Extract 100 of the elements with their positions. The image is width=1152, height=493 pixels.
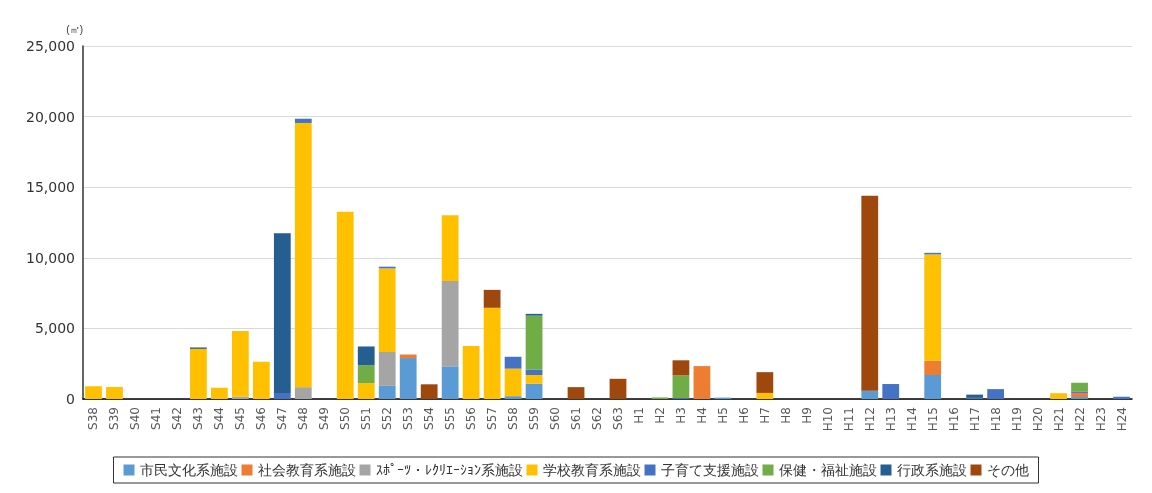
legend-label: その他 xyxy=(986,462,1029,478)
x-tick-label: S46 xyxy=(254,407,269,430)
bar xyxy=(504,356,522,369)
bar xyxy=(609,378,627,399)
bar xyxy=(756,392,774,399)
x-tick-label: H1 xyxy=(631,407,646,424)
bar xyxy=(693,366,711,399)
bar xyxy=(924,375,942,399)
bar xyxy=(882,384,900,399)
y-tick-label: 20,000 xyxy=(26,108,75,125)
bar xyxy=(420,384,438,399)
bar xyxy=(525,383,543,399)
x-tick-label: S51 xyxy=(359,407,374,430)
x-tick-label: S55 xyxy=(443,407,458,430)
bar xyxy=(462,345,480,399)
x-tick-label: S45 xyxy=(233,407,248,430)
y-tick-label: 0 xyxy=(66,391,75,407)
bar xyxy=(273,233,291,393)
x-tick-label: H15 xyxy=(925,407,940,432)
bar xyxy=(924,254,942,361)
bar xyxy=(357,346,375,366)
bar xyxy=(378,268,396,352)
y-tick-label: 10,000 xyxy=(26,249,75,266)
x-tick-label: H4 xyxy=(694,407,709,424)
x-tick-label: H20 xyxy=(1030,407,1045,432)
x-tick-label: H22 xyxy=(1072,407,1087,432)
x-tick-label: S54 xyxy=(422,407,437,430)
legend-label: 子育て支援施設 xyxy=(660,462,759,478)
bar xyxy=(987,389,1005,399)
bar xyxy=(357,365,375,384)
x-tick-label: H17 xyxy=(967,407,982,432)
bar xyxy=(756,372,774,393)
bar xyxy=(190,348,207,399)
bar xyxy=(504,368,522,397)
legend-label: 行政系施設 xyxy=(896,462,967,478)
y-tick-label: 5,000 xyxy=(34,320,75,337)
bar xyxy=(672,375,690,399)
bar xyxy=(252,361,270,399)
bar xyxy=(294,122,312,388)
x-tick-label: S63 xyxy=(610,407,625,430)
x-tick-label: S56 xyxy=(464,407,479,430)
bar xyxy=(1050,393,1067,399)
bar xyxy=(294,387,312,399)
bar xyxy=(441,281,459,367)
x-tick-label: H16 xyxy=(946,407,961,432)
x-tick-label: H14 xyxy=(904,407,919,432)
legend-label: 社会教育系施設 xyxy=(257,462,356,478)
y-axis-title: (㎡) xyxy=(66,23,83,35)
x-tick-label: H10 xyxy=(820,407,835,432)
x-tick-label: S53 xyxy=(401,407,416,430)
x-tick-label: S38 xyxy=(86,407,101,430)
bar xyxy=(294,118,312,123)
bar xyxy=(378,351,396,386)
bar xyxy=(1071,392,1088,398)
x-tick-label: H7 xyxy=(757,407,772,424)
x-tick-label: S49 xyxy=(317,407,332,430)
x-tick-label: S52 xyxy=(380,407,395,430)
bar xyxy=(273,392,291,399)
x-tick-label: S59 xyxy=(527,407,542,430)
legend-label: 保健・福祉施設 xyxy=(778,462,877,478)
bar xyxy=(525,315,543,370)
x-tick-label: H9 xyxy=(799,407,814,424)
bar xyxy=(336,211,354,399)
bar xyxy=(483,307,501,399)
bar xyxy=(357,383,375,399)
bar xyxy=(399,358,417,399)
legend-label: 学校教育系施設 xyxy=(542,462,641,478)
x-tick-label: H21 xyxy=(1051,407,1066,432)
bar xyxy=(861,195,879,391)
y-tick-label: 25,000 xyxy=(26,38,75,54)
x-tick-label: S40 xyxy=(128,407,143,430)
bar xyxy=(106,387,123,399)
x-tick-label: S60 xyxy=(548,407,563,430)
x-tick-label: H12 xyxy=(862,407,877,432)
bar xyxy=(441,366,459,399)
x-tick-label: H23 xyxy=(1093,407,1108,432)
x-tick-label: H8 xyxy=(778,407,793,424)
x-tick-label: S57 xyxy=(485,407,500,430)
x-tick-label: S48 xyxy=(296,407,311,430)
x-tick-label: H3 xyxy=(673,407,688,424)
bar xyxy=(85,386,102,399)
x-tick-label: H24 xyxy=(1114,407,1129,432)
x-tick-label: S42 xyxy=(170,407,185,430)
x-tick-label: H11 xyxy=(841,407,856,432)
x-tick-label: H6 xyxy=(736,407,751,424)
bar xyxy=(525,375,543,384)
x-tick-label: S58 xyxy=(506,407,521,430)
x-tick-label: S50 xyxy=(338,407,353,430)
x-tick-label: S39 xyxy=(107,407,122,430)
x-tick-label: S44 xyxy=(212,407,227,430)
x-tick-label: H2 xyxy=(652,407,667,424)
x-tick-label: S62 xyxy=(590,407,605,430)
x-tick-label: S43 xyxy=(191,407,206,430)
bar xyxy=(483,289,501,308)
x-tick-label: S47 xyxy=(275,407,290,430)
bar xyxy=(567,387,585,399)
x-tick-label: S41 xyxy=(149,407,164,430)
legend-label: ｽﾎﾟｰﾂ・ﾚｸﾘｴｰｼｮﾝ系施設 xyxy=(375,462,523,478)
bar xyxy=(210,387,228,399)
bar xyxy=(378,385,396,399)
